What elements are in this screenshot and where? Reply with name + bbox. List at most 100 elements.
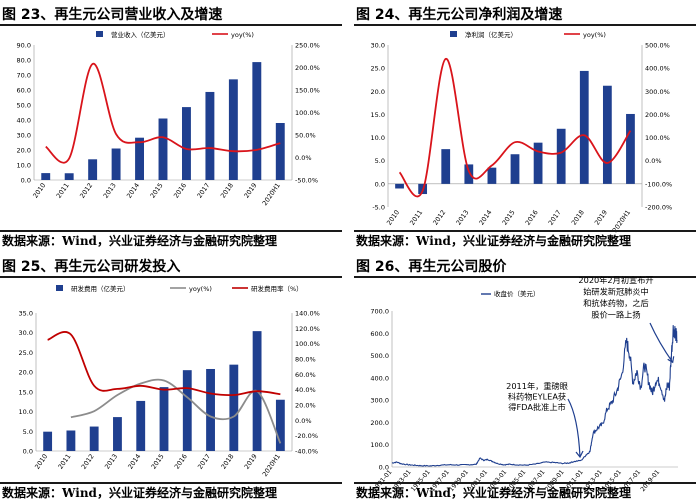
series-line-1 bbox=[70, 378, 282, 444]
x-tick-label: 2014 bbox=[125, 182, 141, 200]
bar-2010 bbox=[395, 183, 404, 189]
bar-2015 bbox=[158, 118, 168, 180]
bar-2017 bbox=[556, 128, 566, 184]
bar-2015 bbox=[510, 154, 520, 184]
bar-2013 bbox=[464, 164, 474, 184]
title-rule bbox=[354, 24, 696, 26]
y-right-tick-label: 200.0% bbox=[295, 64, 320, 72]
y-left-tick-label: 5.0 bbox=[23, 428, 33, 436]
y-tick-label: 700.0 bbox=[370, 308, 389, 316]
bar-2013 bbox=[111, 148, 121, 180]
figure-23-title: 图 23、再生元公司营业收入及增速 bbox=[2, 7, 223, 23]
y-right-tick-label: 250.0% bbox=[295, 42, 320, 50]
figure-23-panel: 图 23、再生元公司营业收入及增速 0.0 10.0 20.0 30.0 40.0 50.… bbox=[0, 0, 342, 252]
annotation-eylea-line: 科药物EYLEA获 bbox=[508, 392, 566, 402]
annotation-eylea-line: 2011年，重磅眼 bbox=[506, 381, 568, 391]
y-right-tick-label: 80.0% bbox=[295, 356, 316, 364]
y-left-tick-label: -5.0 bbox=[372, 204, 385, 212]
x-tick-label: 2010 bbox=[33, 453, 49, 471]
x-tick-label: 2016 bbox=[524, 209, 540, 227]
series-line-2 bbox=[47, 331, 281, 397]
legend-label: 研发费用率（%） bbox=[251, 284, 303, 293]
bar-2014 bbox=[487, 167, 497, 184]
y-left-tick-label: 10.0 bbox=[371, 134, 385, 142]
y-left-tick-label: 30.0 bbox=[17, 132, 31, 140]
x-tick-label: 2020H1 bbox=[261, 453, 282, 479]
y-tick-label: 0.0 bbox=[379, 464, 389, 472]
y-left-tick-label: 10.0 bbox=[19, 408, 33, 416]
y-left-tick-label: 25.0 bbox=[371, 65, 385, 73]
x-tick-label: 2013 bbox=[454, 209, 470, 227]
x-tick-label: 2011 bbox=[57, 453, 73, 471]
x-tick-label: 2018 bbox=[219, 453, 235, 471]
net-profit-chart: -5.0 0.0 5.0 10.0 15.0 20.0 25.0 30.0 -200.0% -10… bbox=[371, 30, 673, 234]
source-note: 数据来源：Wind，兴业证券经济与金融研究院整理 bbox=[2, 234, 277, 248]
source-rule bbox=[354, 482, 696, 484]
title-rule bbox=[354, 276, 696, 278]
y-right-tick-label: 500.0% bbox=[645, 42, 670, 50]
y-right-tick-label: 0.0% bbox=[295, 154, 312, 162]
bar-2017 bbox=[206, 368, 215, 451]
x-tick-label: 2013 bbox=[102, 182, 118, 200]
bar-2018 bbox=[229, 364, 239, 451]
bar-2020H1 bbox=[626, 113, 635, 184]
y-left-tick-label: 0.0 bbox=[23, 448, 33, 456]
y-right-tick-label: 100.0% bbox=[295, 109, 320, 117]
revenue-chart: 0.0 10.0 20.0 30.0 40.0 50.0 60.0 70.0 80.0 90.0 -… bbox=[17, 30, 320, 208]
bar-2016 bbox=[182, 370, 192, 451]
bar-2016 bbox=[533, 142, 543, 184]
y-right-tick-label: 0.0% bbox=[645, 157, 662, 165]
y-right-tick-label: 0.0% bbox=[295, 417, 312, 425]
bar-2012 bbox=[89, 426, 99, 451]
x-tick-label: 2012 bbox=[431, 209, 447, 227]
y-right-tick-label: 100.0% bbox=[645, 134, 670, 142]
y-left-tick-label: 0.0 bbox=[21, 177, 31, 185]
y-right-tick-label: 300.0% bbox=[645, 88, 670, 96]
y-right-tick-label: 150.0% bbox=[295, 87, 320, 95]
x-tick-label: 2017 bbox=[196, 182, 212, 200]
y-tick-label: 200.0 bbox=[370, 419, 389, 427]
y-left-tick-label: 20.0 bbox=[17, 147, 31, 155]
y-tick-label: 400.0 bbox=[370, 374, 389, 382]
y-tick-label: 500.0 bbox=[370, 352, 389, 360]
y-right-tick-label: 120.0% bbox=[295, 325, 320, 333]
y-left-tick-label: 50.0 bbox=[17, 102, 31, 110]
figure-25-panel: 图 25、再生元公司研发投入 0.0 5.0 10.0 15.0 20.0 25.0 30.… bbox=[0, 252, 342, 504]
bar-2011 bbox=[66, 430, 76, 451]
y-right-tick-label: -100.0% bbox=[645, 180, 672, 188]
annotation-covid-arrowhead bbox=[667, 356, 675, 364]
y-left-tick-label: 20.0 bbox=[371, 88, 385, 96]
y-left-tick-label: 35.0 bbox=[19, 310, 33, 318]
y-left-tick-label: 15.0 bbox=[19, 388, 33, 396]
bar-2020H1 bbox=[275, 123, 285, 180]
y-tick-label: 100.0 bbox=[370, 441, 389, 449]
source-rule bbox=[354, 230, 696, 232]
bar-2012 bbox=[441, 149, 451, 184]
y-right-tick-label: 400.0% bbox=[645, 65, 670, 73]
bar-2019 bbox=[602, 85, 612, 184]
x-tick-label: 2019 bbox=[593, 209, 609, 227]
figure-24-title: 图 24、再生元公司净利润及增速 bbox=[356, 7, 563, 23]
legend-label: 收盘价（美元） bbox=[494, 289, 540, 298]
y-right-tick-label: -40.0% bbox=[295, 448, 318, 456]
x-tick-label: 2013 bbox=[103, 453, 119, 471]
x-tick-label: 2014 bbox=[126, 453, 142, 471]
bar-2018 bbox=[579, 70, 589, 184]
annotation-covid-line: 2020年2月初宣布开 bbox=[578, 275, 653, 285]
x-tick-label: 2015 bbox=[150, 453, 166, 471]
y-right-tick-label: 60.0% bbox=[295, 371, 316, 379]
y-left-tick-label: 20.0 bbox=[19, 369, 33, 377]
y-right-tick-label: 20.0% bbox=[295, 402, 316, 410]
figure-26-title: 图 26、再生元公司股价 bbox=[356, 259, 507, 275]
y-left-tick-label: 70.0 bbox=[17, 72, 31, 80]
y-right-tick-label: 40.0% bbox=[295, 386, 316, 394]
legend-label: 营业收入（亿美元） bbox=[111, 30, 170, 39]
bar-2016 bbox=[181, 107, 191, 180]
x-tick-label: 2020H1 bbox=[261, 182, 282, 208]
legend-label: 研发费用（亿美元） bbox=[71, 284, 130, 293]
y-left-tick-label: 60.0 bbox=[17, 87, 31, 95]
bar-2010 bbox=[43, 431, 53, 451]
y-left-tick-label: 30.0 bbox=[19, 329, 33, 337]
source-rule bbox=[0, 482, 342, 484]
y-tick-label: 300.0 bbox=[370, 397, 389, 405]
